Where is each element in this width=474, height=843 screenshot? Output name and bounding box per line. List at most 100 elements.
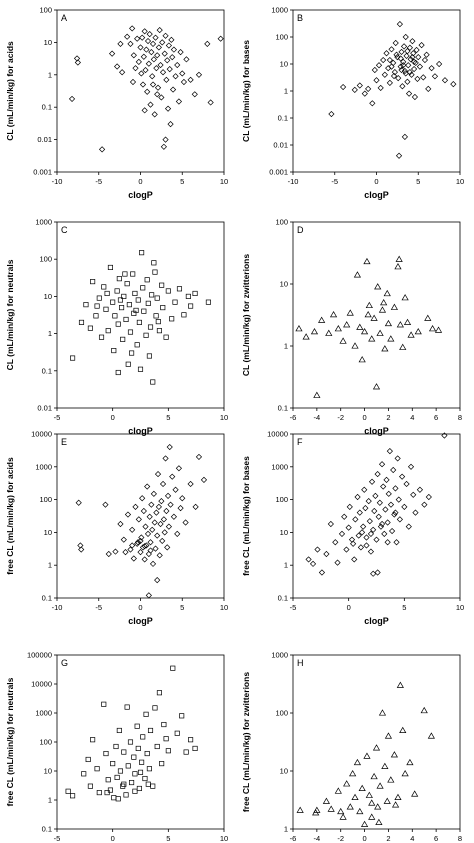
data-point — [191, 91, 198, 98]
data-point — [418, 42, 425, 49]
data-point — [401, 133, 408, 140]
data-point — [139, 495, 146, 502]
x-tick-label: 5 — [180, 603, 184, 612]
data-point — [154, 52, 161, 59]
data-point — [405, 523, 412, 530]
data-point — [360, 523, 367, 530]
data-point — [334, 325, 342, 332]
data-point — [110, 299, 116, 305]
data-point — [378, 306, 387, 313]
data-point — [161, 721, 167, 728]
data-point — [103, 750, 109, 757]
data-point — [380, 298, 388, 306]
x-tick-label: 10 — [220, 603, 228, 612]
plot-frame — [292, 654, 461, 830]
data-point — [114, 774, 120, 780]
data-point — [390, 751, 398, 758]
data-point — [146, 766, 152, 772]
data-point — [363, 257, 371, 265]
data-point — [141, 28, 148, 35]
x-tick-label: 10 — [220, 413, 228, 422]
data-point — [441, 77, 449, 84]
y-tick-label: 1000 — [35, 218, 52, 227]
data-point — [142, 66, 149, 74]
data-point — [115, 796, 121, 802]
data-point — [163, 76, 170, 83]
data-point — [450, 81, 457, 88]
data-point — [384, 732, 393, 739]
data-point — [318, 316, 326, 323]
data-point — [322, 797, 331, 804]
data-point — [393, 51, 400, 58]
data-point — [391, 69, 398, 76]
data-point — [183, 56, 190, 63]
data-point — [172, 486, 179, 493]
data-point — [144, 483, 151, 490]
y-tick-label: 100 — [39, 255, 52, 264]
data-point — [295, 325, 303, 332]
data-point — [98, 334, 105, 340]
data-point — [373, 77, 380, 84]
data-point — [392, 39, 399, 47]
data-point — [370, 526, 377, 533]
data-point — [381, 530, 388, 537]
data-point — [132, 290, 138, 297]
x-tick-label: 10 — [456, 177, 464, 186]
data-point — [374, 569, 381, 576]
data-point — [366, 518, 373, 525]
data-point — [388, 527, 396, 535]
data-point — [434, 326, 443, 333]
data-point — [363, 752, 371, 759]
y-tick-label: 1000 — [35, 709, 52, 718]
y-tick-label: 10000 — [31, 680, 52, 689]
data-point — [154, 470, 162, 478]
data-point — [396, 516, 403, 523]
data-point — [391, 511, 398, 518]
data-point — [142, 523, 149, 530]
data-point — [179, 713, 185, 719]
data-point — [386, 56, 393, 64]
y-axis-label: CL (mL/min/kg) for bases — [241, 40, 251, 142]
data-point — [156, 552, 163, 559]
data-point — [343, 321, 351, 328]
data-point — [399, 83, 406, 90]
data-point — [302, 333, 310, 340]
panel-letter: G — [61, 658, 68, 668]
data-point — [403, 480, 410, 488]
data-point — [139, 34, 146, 41]
data-point — [102, 501, 109, 508]
data-point — [183, 749, 189, 755]
data-point — [392, 509, 399, 516]
data-point — [179, 70, 186, 77]
data-point — [156, 26, 163, 34]
plot-frame — [56, 433, 225, 599]
data-point — [158, 498, 165, 505]
data-point — [363, 542, 370, 549]
data-point — [144, 750, 150, 757]
data-point — [125, 361, 131, 367]
data-point — [156, 690, 162, 696]
data-point — [377, 523, 385, 530]
data-point — [104, 290, 110, 297]
data-point — [394, 793, 402, 800]
data-point — [74, 59, 81, 66]
data-point — [153, 313, 159, 319]
panel-e: E -10 -5 0 5 10 0.1 1 10 100 1000 10000 clogP free CL… — [5, 430, 228, 627]
data-point — [411, 790, 419, 797]
data-point — [116, 276, 122, 282]
data-point — [313, 391, 321, 398]
data-point — [192, 290, 198, 297]
data-point — [372, 744, 381, 751]
x-axis-label: clogP — [364, 616, 389, 626]
data-point — [155, 319, 161, 325]
data-point — [146, 31, 153, 38]
y-tick-label: 1 — [48, 561, 52, 570]
data-point — [153, 65, 160, 72]
data-point — [132, 771, 138, 777]
data-point — [109, 50, 116, 57]
x-tick-label: 2 — [386, 413, 390, 422]
data-point — [346, 309, 354, 316]
data-point — [169, 54, 176, 61]
data-point — [378, 520, 386, 528]
plot-frame — [292, 221, 461, 409]
